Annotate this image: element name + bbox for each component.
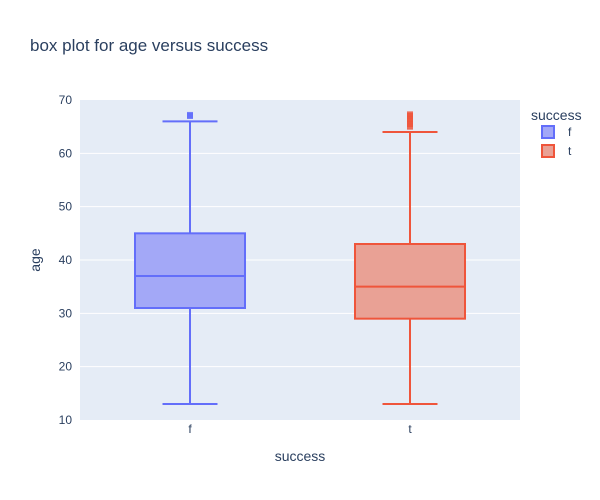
outlier-point	[407, 111, 413, 118]
y-tick-label: 50	[59, 200, 73, 214]
legend-item-f: f	[541, 125, 572, 139]
box-f	[134, 111, 246, 405]
y-tick-label: 60	[59, 146, 73, 160]
y-axis-title: age	[27, 248, 43, 272]
legend: success ft	[531, 107, 582, 158]
y-tick-label: 40	[59, 253, 73, 267]
y-tick-label: 20	[59, 360, 73, 374]
legend-items: ft	[541, 125, 572, 158]
y-tick-label: 70	[59, 93, 73, 107]
legend-swatch	[541, 125, 555, 139]
x-tick-label: f	[188, 422, 192, 436]
box-iqr	[354, 243, 466, 320]
y-tick-label: 10	[59, 413, 73, 427]
y-tick-label: 30	[59, 306, 73, 320]
box-t	[354, 111, 466, 405]
tick-labels: 10 20 30 40 50 60 70 f t	[59, 93, 413, 436]
box-layer	[134, 111, 466, 405]
x-tick-label: t	[408, 422, 412, 436]
chart-title: box plot for age versus success	[30, 36, 268, 55]
outlier-point	[187, 111, 193, 118]
legend-item-t: t	[541, 144, 572, 158]
x-axis-title: success	[275, 448, 326, 464]
box-iqr	[134, 232, 246, 309]
legend-swatch	[541, 144, 555, 158]
legend-title: success	[531, 107, 582, 123]
legend-label: t	[568, 144, 572, 158]
legend-label: f	[568, 125, 572, 139]
